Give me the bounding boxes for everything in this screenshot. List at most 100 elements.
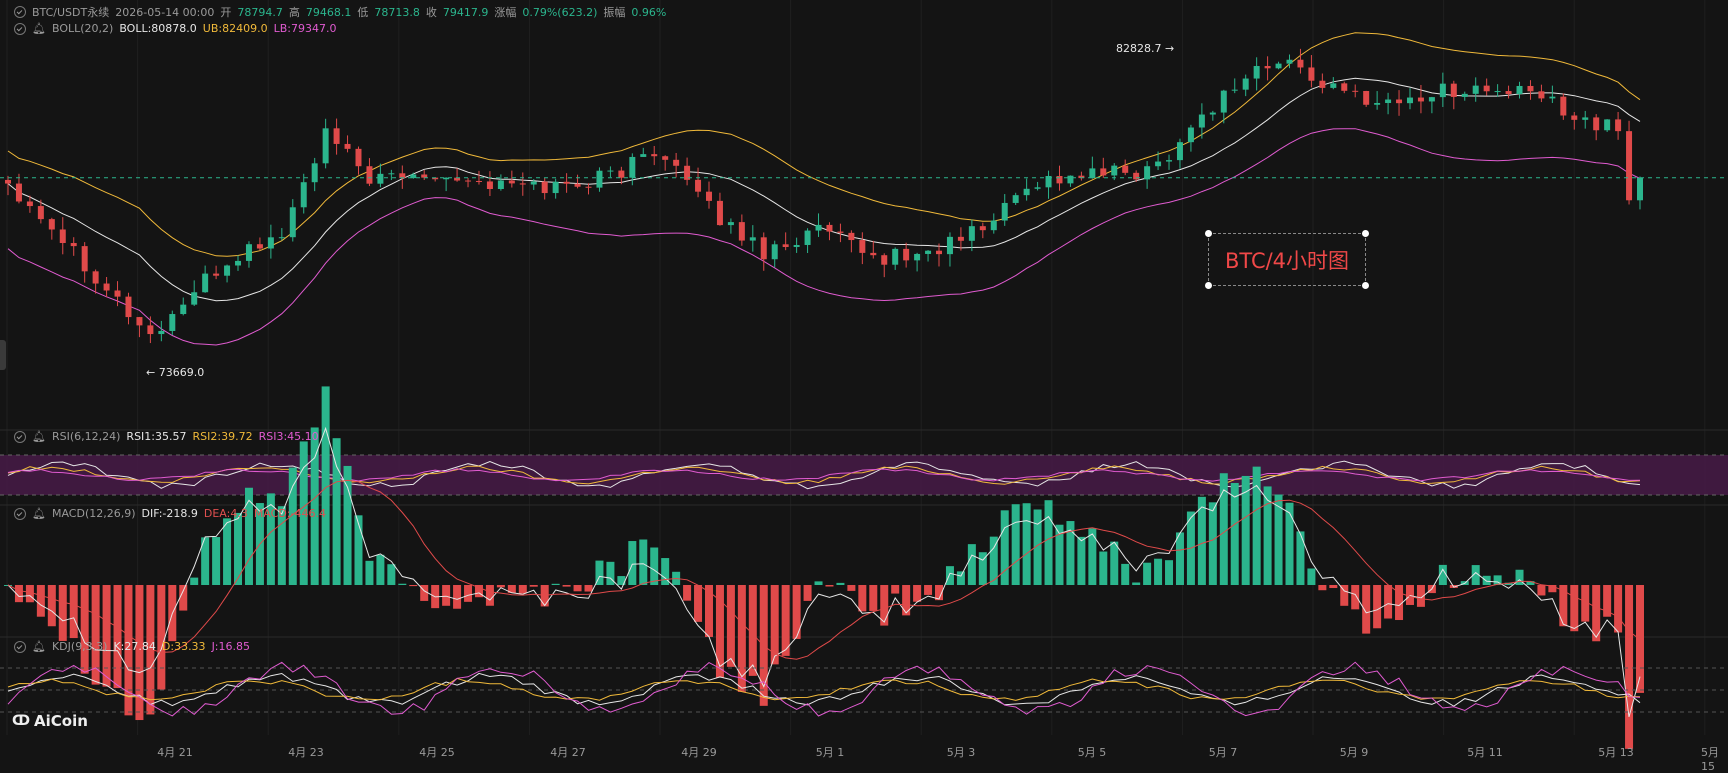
bell-icon[interactable]: 🔔︎: [32, 507, 46, 520]
candle: [1428, 97, 1435, 102]
amp-value: 0.96%: [631, 5, 667, 19]
high-label: 高: [288, 6, 300, 19]
candle: [1505, 91, 1512, 95]
high-value: 79468.1: [305, 5, 352, 19]
macd-bar: [562, 585, 571, 587]
macd-bar: [1011, 504, 1020, 585]
candle: [771, 244, 778, 260]
macd-bar: [518, 585, 527, 594]
macd-bar: [376, 554, 385, 585]
macd-bar: [485, 585, 494, 606]
candle: [574, 183, 581, 187]
j-line: [7, 661, 1641, 717]
candle: [760, 237, 767, 260]
candle: [388, 173, 395, 175]
collapse-icon[interactable]: [14, 6, 26, 18]
x-axis-tick: 5月 13: [1598, 746, 1634, 759]
macd-bar: [1088, 528, 1097, 585]
macd-bar: [398, 583, 407, 585]
candle: [235, 260, 242, 266]
candle: [1166, 160, 1173, 162]
collapse-icon[interactable]: [14, 430, 26, 443]
candle: [1012, 195, 1019, 203]
candle: [892, 248, 899, 265]
boll-label[interactable]: BOLL(20,2): [51, 22, 114, 35]
candle: [1615, 119, 1622, 132]
candle: [1001, 202, 1008, 221]
macd-bar: [1482, 575, 1491, 585]
candle: [925, 250, 932, 254]
candle: [224, 265, 231, 276]
close-value: 79417.9: [442, 5, 489, 19]
macd-bar: [803, 585, 812, 601]
resize-handle[interactable]: [1362, 282, 1369, 289]
resize-handle[interactable]: [1362, 230, 1369, 237]
boll-ub: UB:82409.0: [202, 22, 268, 35]
macd-bar: [1121, 563, 1130, 585]
macd-bar: [201, 537, 210, 585]
macd-bar: [1055, 524, 1064, 585]
collapse-icon[interactable]: [14, 22, 26, 35]
bell-icon[interactable]: 🔔︎: [32, 430, 46, 443]
candle: [180, 304, 187, 315]
candle: [782, 244, 789, 248]
macd-bar: [1515, 569, 1524, 585]
macd-bar: [704, 585, 713, 637]
candle: [1067, 175, 1074, 184]
collapse-icon[interactable]: [14, 640, 26, 653]
dea-value: DEA:4.3: [203, 507, 248, 520]
bell-icon[interactable]: 🔔︎: [32, 640, 46, 653]
macd-bar: [935, 585, 944, 601]
candle: [629, 156, 636, 178]
resize-handle[interactable]: [1205, 230, 1212, 237]
candle: [1516, 85, 1523, 95]
candle: [1385, 99, 1392, 104]
symbol-label[interactable]: BTC/USDT永续: [32, 6, 110, 19]
bell-icon[interactable]: 🔔︎: [32, 22, 46, 35]
macd-bar: [1230, 482, 1239, 585]
candle: [946, 236, 953, 255]
macd-bar: [1395, 585, 1404, 621]
macd-bar: [14, 585, 23, 603]
macd-bar: [212, 537, 221, 585]
macd-bar: [1132, 582, 1141, 585]
macd-bar: [1263, 486, 1272, 585]
macd-bar: [1077, 536, 1086, 585]
candle: [1275, 63, 1282, 69]
rsi-label[interactable]: RSI(6,12,24): [51, 430, 121, 443]
candle: [1231, 89, 1238, 91]
macd-bar: [36, 585, 45, 617]
candle: [903, 248, 910, 261]
candle: [1100, 168, 1107, 176]
candle: [1417, 97, 1424, 102]
low-value: 78713.8: [374, 5, 420, 19]
macd-bar: [683, 585, 692, 601]
resize-handle[interactable]: [1205, 282, 1212, 289]
candle: [1319, 80, 1326, 88]
macd-bar: [80, 585, 89, 674]
candle: [749, 237, 756, 241]
collapse-icon[interactable]: [14, 507, 26, 520]
boll-lb: LB:79347.0: [273, 22, 337, 35]
macd-value: MACD:-446.4: [253, 507, 326, 520]
macd-bar: [387, 564, 396, 585]
candle: [859, 240, 866, 253]
macd-bar: [650, 547, 659, 585]
candle: [727, 222, 734, 226]
candle: [1450, 83, 1457, 97]
macd-bar: [913, 585, 922, 602]
macd-bar: [1219, 473, 1228, 585]
close-label: 收: [425, 6, 437, 19]
text-annotation-box[interactable]: BTC/4小时图: [1205, 230, 1369, 289]
candle: [979, 226, 986, 231]
sidebar-toggle-handle[interactable]: [0, 340, 6, 370]
macd-label[interactable]: MACD(12,26,9): [51, 507, 136, 520]
macd-bar: [748, 585, 757, 676]
candle: [1045, 175, 1052, 188]
macd-bar: [606, 561, 615, 585]
candle: [366, 166, 373, 184]
kdj-label[interactable]: KDJ(9,3,3): [51, 640, 108, 653]
candle: [848, 232, 855, 241]
